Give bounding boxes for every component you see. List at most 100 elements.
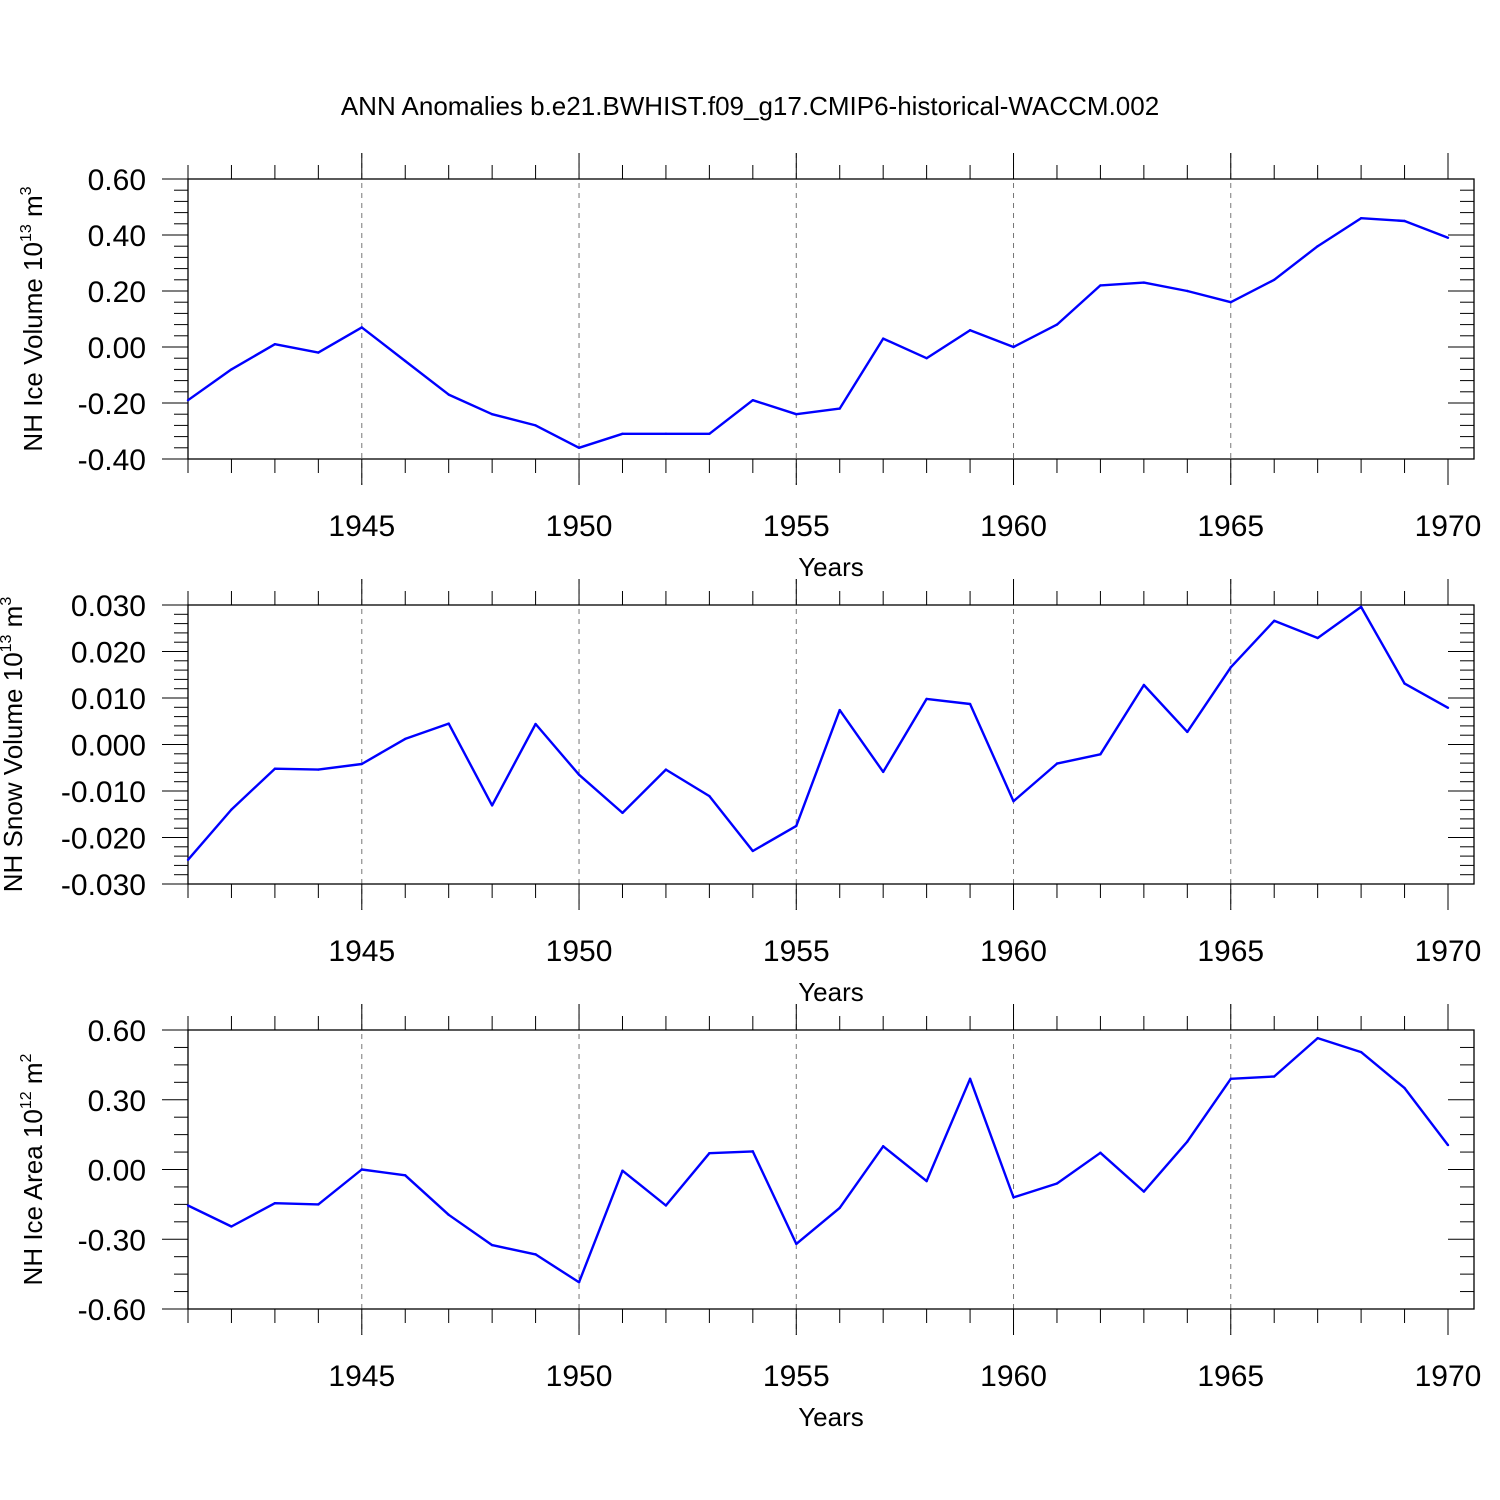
data-point [795,824,798,828]
data-point [1316,245,1319,248]
y-axis-title-unit: m [0,606,28,635]
y-tick-label: -0.010 [61,776,146,809]
x-tick-label: 1960 [980,935,1047,968]
data-point [317,351,320,354]
y-tick-label: 0.020 [71,637,146,670]
series-line [187,605,1449,861]
data-point [230,808,233,811]
data-point [664,1204,668,1207]
data-point [577,773,581,776]
data-point [1403,1086,1406,1090]
y-axis-title: NH Ice Area 1012 m2 [18,1053,48,1285]
data-point [404,359,407,363]
y-tick-label: 0.010 [71,683,146,716]
y-axis-title-exp: 13 [18,224,35,242]
data-point [1055,323,1059,326]
data-point [795,1242,798,1246]
data-point [1142,281,1146,284]
data-point [881,1145,885,1148]
data-point [447,722,450,725]
y-tick-label: -0.030 [61,869,146,902]
data-point [404,1174,407,1177]
data-point [751,399,755,402]
panel-2: -0.030 -0.020 -0.010 0.000 0.010 0.020 0.030 19… [0,579,1481,1007]
data-point [708,432,711,435]
data-point [1316,1036,1319,1040]
data-point [1099,284,1102,287]
y-tick-label: -0.60 [78,1294,146,1327]
data-point [273,343,277,346]
data-point [1359,605,1363,609]
data-point [838,1206,841,1210]
data-point [230,1225,233,1228]
x-axis-title: Years [798,1402,864,1432]
y-axis-title-exp: 13 [0,634,15,652]
data-point [1099,753,1102,756]
data-point [1142,683,1146,687]
data-point [534,722,537,726]
y-axis-title-exp: 12 [18,1091,35,1109]
data-point [1446,1143,1450,1147]
data-point [1359,217,1363,220]
x-tick-label: 1970 [1415,510,1482,543]
y-axis-title: NH Snow Volume 1013 m3 [0,597,28,893]
data-point [1273,619,1276,623]
x-tick-label: 1965 [1197,510,1264,543]
data-point [186,858,190,862]
data-point [317,768,320,771]
y-axis-title-base: NH Ice Volume 10 [18,242,48,452]
data-point [1055,762,1059,765]
y-axis-title-unit-exp: 3 [18,186,35,195]
series-line [187,216,1449,449]
data-point [838,407,841,410]
data-point [968,1077,972,1081]
data-point [708,1152,711,1155]
data-point [360,762,363,766]
data-point [1403,682,1406,685]
y-tick-label: 0.000 [71,730,146,763]
y-tick-label: -0.30 [78,1224,146,1257]
data-point [360,326,363,329]
y-tick-label: -0.20 [78,388,146,421]
data-point [1186,289,1189,293]
y-axis-title: NH Ice Volume 1013 m3 [18,186,48,451]
data-point [1142,1190,1146,1193]
data-point [1099,1151,1102,1154]
x-tick-label: 1950 [546,1360,613,1393]
data-point [664,432,668,435]
y-axis-title-unit: m [18,1062,48,1091]
data-point [795,413,798,416]
data-point [534,424,537,427]
data-point [360,1168,363,1171]
data-point [751,849,755,853]
y-tick-label: 0.00 [88,332,146,365]
data-point [273,767,277,770]
x-tick-label: 1965 [1197,1360,1264,1393]
x-tick-label: 1965 [1197,935,1264,968]
y-tick-label: 0.40 [88,220,146,253]
panel-3: -0.60 -0.30 0.00 0.30 0.60 1945 1950 1955 1960 19… [18,1004,1481,1432]
data-point [1229,301,1232,304]
data-point [186,399,190,402]
data-point [751,1150,755,1153]
data-point [490,413,494,416]
data-point [1316,636,1319,640]
data-point [838,708,841,712]
data-point [968,702,972,706]
data-point [1229,1077,1232,1081]
data-point [273,1202,277,1205]
x-tick-label: 1945 [328,935,395,968]
data-point [490,1243,494,1247]
x-tick-label: 1960 [980,510,1047,543]
data-point [708,794,711,798]
y-tick-label: 0.60 [88,1015,146,1048]
y-tick-label: 0.030 [71,590,146,623]
data-point [925,1179,928,1183]
data-point [1012,345,1015,349]
x-axis-title: Years [798,977,864,1007]
plot-frame [187,178,1475,460]
data-point [404,737,407,741]
data-point [1229,666,1232,669]
data-point [577,446,581,449]
